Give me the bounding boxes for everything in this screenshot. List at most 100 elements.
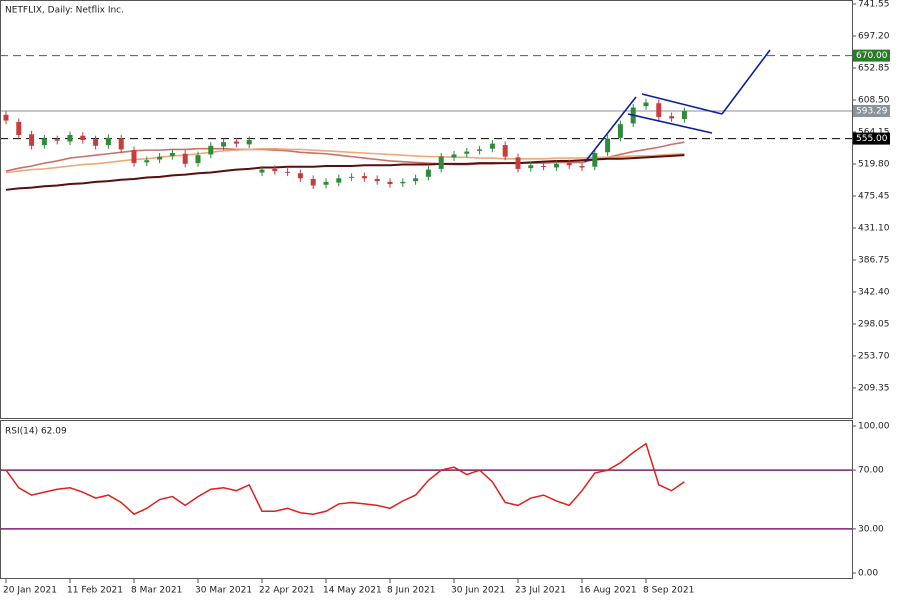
candle-body [259, 169, 265, 173]
level-label: 555.00 [856, 134, 888, 144]
y-tick-label: 342.40 [858, 287, 890, 297]
candle-body [323, 181, 329, 185]
y-tick-label: 741.55 [858, 0, 890, 10]
x-tick-label: 8 Sep 2021 [643, 586, 694, 596]
y-tick-label: 0.00 [858, 569, 878, 579]
y-tick-label: 100.00 [858, 422, 890, 432]
candle-body [131, 150, 137, 164]
y-tick-label: 298.05 [858, 319, 890, 329]
level-label: 670.00 [856, 51, 888, 61]
candle-body [374, 178, 380, 182]
y-tick-label: 652.85 [858, 63, 890, 73]
candle-body [349, 176, 355, 178]
candle-body [387, 181, 393, 185]
candle-body [246, 140, 252, 145]
candle-body [310, 178, 316, 186]
candle-body [451, 154, 457, 158]
candle-body [643, 102, 649, 107]
level-label-box [853, 104, 890, 117]
candle-body [233, 141, 239, 144]
y-tick-label: 564.15 [858, 127, 890, 137]
candle-body [29, 134, 35, 146]
candle-body [361, 176, 367, 179]
x-tick-label: 8 Mar 2021 [131, 586, 182, 596]
candle-body [438, 156, 444, 169]
candle-body [528, 165, 534, 169]
y-tick-label: 475.45 [858, 191, 890, 201]
candle-body [157, 156, 163, 160]
y-tick-label: 697.20 [858, 31, 890, 41]
chart-title: NETFLIX, Daily: Netflix Inc. [5, 6, 124, 16]
rsi-title: RSI(14) 62.09 [5, 427, 67, 437]
candle-body [67, 134, 73, 142]
level-label: 593.29 [856, 106, 888, 116]
x-tick-label: 8 Jun 2021 [387, 586, 435, 596]
candle-body [681, 110, 687, 120]
candle-body [221, 142, 227, 147]
flagpole-line [584, 96, 637, 163]
x-tick-label: 20 Jan 2021 [3, 586, 57, 596]
candle-body [285, 171, 291, 173]
candle-body [208, 145, 214, 155]
candle-body [272, 168, 278, 172]
moving-average [5, 147, 685, 174]
candle-body [54, 139, 60, 141]
candle-body [477, 149, 483, 151]
candle-body [502, 145, 508, 157]
projection-line [721, 49, 771, 115]
rsi-line [5, 442, 685, 516]
moving-average [5, 141, 685, 172]
x-tick-label: 11 Feb 2021 [67, 586, 123, 596]
y-tick-label: 386.75 [858, 255, 890, 265]
y-tick-label: 70.00 [858, 466, 884, 476]
candle-body [656, 103, 662, 117]
candle-body [297, 173, 303, 179]
candle-body [489, 143, 495, 149]
y-tick-label: 253.70 [858, 351, 890, 361]
candle-body [80, 135, 86, 141]
pattern-lines [584, 49, 771, 163]
candle-body [336, 178, 342, 183]
level-label-box [853, 49, 890, 62]
candle-body [16, 121, 22, 135]
candle-body [425, 169, 431, 177]
candle-body [592, 153, 598, 167]
flag-lower-line [627, 113, 713, 134]
candle-body [400, 181, 406, 184]
y-tick-label: 608.50 [858, 95, 890, 105]
frame [0, 0, 853, 579]
candle-body [464, 151, 470, 154]
x-tick-label: 14 May 2021 [323, 586, 382, 596]
rsi-frame [0, 420, 853, 579]
x-tick-label: 16 Aug 2021 [579, 586, 637, 596]
candle-body [541, 166, 547, 168]
candle-body [605, 138, 611, 153]
x-tick-label: 30 Jun 2021 [451, 586, 505, 596]
candle-body [669, 116, 675, 119]
candle-body [413, 178, 419, 182]
candle-body [579, 166, 585, 168]
moving-average [5, 154, 685, 191]
y-tick-label: 30.00 [858, 524, 884, 534]
y-tick-label: 519.80 [858, 159, 890, 169]
x-tick-label: 30 Mar 2021 [195, 586, 252, 596]
candle-body [144, 160, 150, 163]
y-tick-label: 431.10 [858, 223, 890, 233]
candle-body [105, 137, 111, 146]
candle-body [566, 163, 572, 166]
candle-body [41, 138, 47, 146]
x-tick-label: 23 Jul 2021 [515, 586, 566, 596]
candle-body [93, 139, 99, 146]
candle-body [182, 153, 188, 164]
candle-body [195, 155, 201, 164]
level-label-box [853, 132, 890, 145]
candle-body [515, 157, 521, 169]
price-frame [0, 0, 853, 419]
flag-upper-line [641, 93, 723, 115]
candle-body [553, 163, 559, 168]
y-tick-label: 209.35 [858, 383, 890, 393]
candle-body [3, 114, 9, 121]
candle-body [118, 138, 124, 150]
